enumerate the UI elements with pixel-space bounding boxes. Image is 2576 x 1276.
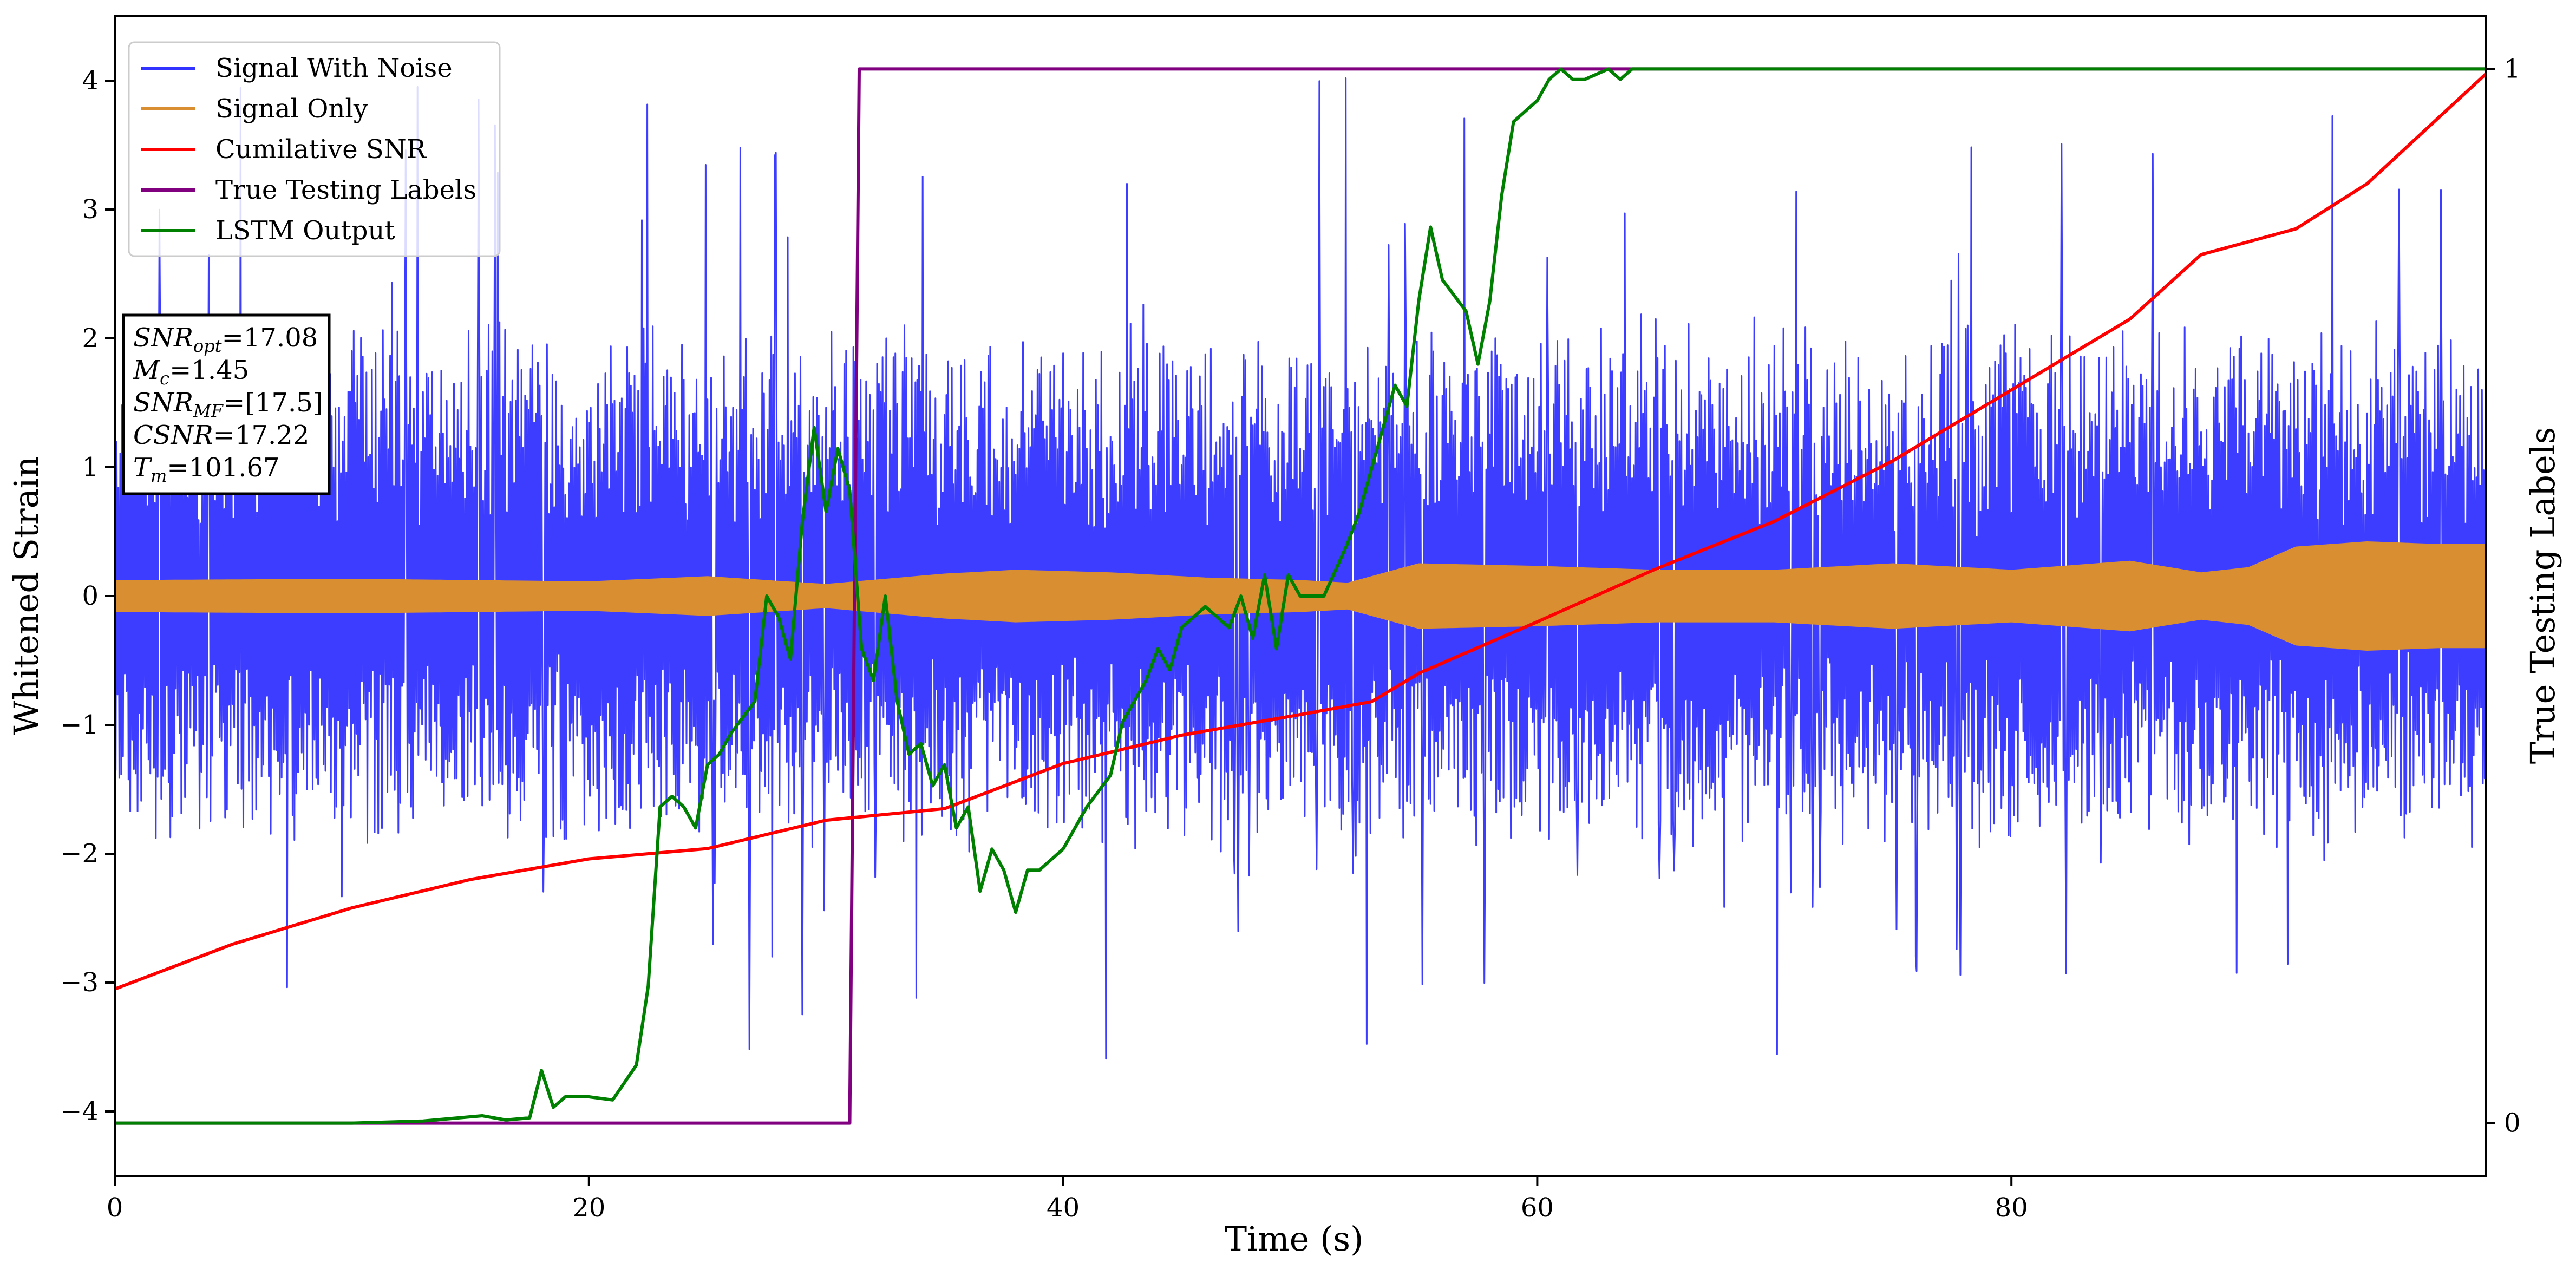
- stats-line-symbol: CSNR: [133, 420, 213, 450]
- y-right-tick-label: 1: [2504, 54, 2521, 84]
- stats-annotation-box: SNRopt=17.08Mc=1.45SNRMF=[17.5]CSNR=17.2…: [122, 313, 331, 495]
- y-left-tick-label: 2: [82, 323, 99, 354]
- stats-line-symbol: T: [133, 453, 152, 483]
- y-left-tick-label: 3: [82, 194, 99, 225]
- legend: Signal With Noise Signal Only Cumilative S…: [128, 41, 501, 257]
- stats-line-value: =1.45: [169, 355, 249, 385]
- stats-line-subscript: c: [160, 368, 169, 389]
- legend-entry-label: Signal With Noise: [215, 53, 453, 83]
- x-tick-label: 20: [572, 1193, 605, 1223]
- y-axis-label-left: Whitened Strain: [6, 456, 46, 735]
- y-left-tick-label: −4: [60, 1096, 99, 1127]
- legend-entry-label: True Testing Labels: [215, 175, 476, 205]
- y-left-tick-label: 1: [82, 452, 99, 482]
- stats-line: SNRMF=[17.5]: [133, 388, 323, 421]
- stats-line-value: =[17.5]: [223, 388, 323, 418]
- y-right-tick-label: 0: [2504, 1108, 2521, 1138]
- legend-frame: [128, 41, 501, 257]
- x-tick-label: 40: [1047, 1193, 1080, 1223]
- stats-line-symbol: M: [133, 355, 161, 385]
- stats-line-subscript: MF: [193, 401, 224, 421]
- stats-line: Tm=101.67: [133, 453, 280, 486]
- stats-line-value: =17.22: [213, 420, 310, 450]
- stats-line: CSNR=17.22: [133, 420, 309, 450]
- stats-line-symbol: SNR: [133, 323, 193, 353]
- stats-line-symbol: SNR: [133, 388, 193, 418]
- x-tick-label: 80: [1995, 1193, 2028, 1223]
- stats-line-value: =17.08: [222, 323, 318, 353]
- x-tick-label: 60: [1521, 1193, 1554, 1223]
- stats-box-frame: [122, 313, 331, 495]
- stats-line: Mc=1.45: [133, 355, 249, 389]
- y-left-tick-label: 0: [82, 581, 99, 611]
- series-lstm-output: [115, 67, 2486, 1125]
- y-left-tick-label: −2: [60, 839, 99, 869]
- stats-line-subscript: opt: [193, 336, 222, 356]
- y-left-tick-label: −1: [60, 710, 99, 740]
- x-tick-label: 0: [107, 1193, 123, 1223]
- series-cumilative-snr: [115, 73, 2486, 991]
- legend-entry-label: LSTM Output: [215, 215, 395, 246]
- stats-line-subscript: m: [151, 466, 167, 486]
- y-left-tick-label: 4: [82, 66, 99, 96]
- legend-entry-label: Signal Only: [215, 94, 368, 124]
- x-axis-label: Time (s): [1225, 1219, 1364, 1259]
- stats-line: SNRopt=17.08: [133, 323, 318, 356]
- series-layer: [115, 67, 2486, 1125]
- y-left-tick-label: −3: [60, 967, 99, 998]
- legend-entry-label: Cumilative SNR: [215, 134, 427, 165]
- y-axis-label-right: True Testing Labels: [2523, 427, 2562, 764]
- stats-line-value: =101.67: [167, 453, 279, 483]
